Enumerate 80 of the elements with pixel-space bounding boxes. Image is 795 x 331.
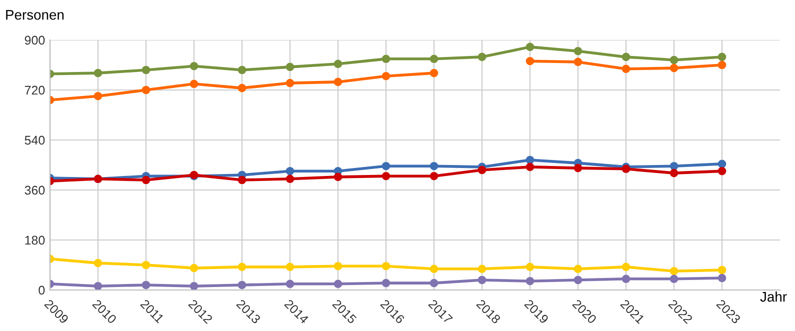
y-tick-label: 180 <box>25 236 45 245</box>
point <box>382 278 390 288</box>
point <box>286 78 294 88</box>
point <box>670 56 678 64</box>
point <box>718 160 726 168</box>
y-tick-label: 540 <box>24 136 45 145</box>
point <box>142 176 150 184</box>
point <box>142 260 150 270</box>
point <box>286 62 294 72</box>
point <box>574 46 582 56</box>
point <box>574 58 582 66</box>
point <box>382 262 390 270</box>
point <box>478 166 486 174</box>
point <box>718 60 726 70</box>
point <box>334 262 342 270</box>
point <box>430 54 438 64</box>
point <box>622 274 630 284</box>
point <box>94 282 102 290</box>
point <box>478 264 486 274</box>
point <box>382 162 390 170</box>
point <box>526 276 534 286</box>
y-axis-title: Personen <box>6 10 64 20</box>
point <box>190 62 198 70</box>
point <box>238 262 246 272</box>
point <box>430 264 438 274</box>
point <box>190 282 198 290</box>
point <box>430 278 438 288</box>
point <box>526 162 534 172</box>
point <box>718 166 726 176</box>
point <box>238 66 246 74</box>
point <box>670 162 678 170</box>
point <box>94 68 102 78</box>
point <box>334 60 342 68</box>
x-axis-title: Jahr <box>760 292 787 302</box>
point <box>430 68 438 78</box>
point <box>238 84 246 92</box>
point <box>478 52 486 62</box>
point <box>526 156 534 164</box>
point <box>622 52 630 62</box>
point <box>382 54 390 64</box>
point <box>430 162 438 170</box>
point <box>670 64 678 72</box>
point <box>526 262 534 272</box>
point <box>238 280 246 290</box>
point <box>718 274 726 282</box>
y-tick-label: 0 <box>38 286 45 295</box>
point <box>478 276 486 284</box>
point <box>190 264 198 272</box>
point <box>670 168 678 178</box>
point <box>574 264 582 274</box>
point <box>238 176 246 184</box>
point <box>286 262 294 272</box>
y-tick-label: 720 <box>24 86 45 95</box>
point <box>526 42 534 52</box>
point <box>286 174 294 184</box>
point <box>142 86 150 94</box>
point <box>334 172 342 182</box>
y-tick-label: 360 <box>24 186 45 195</box>
point <box>94 258 102 268</box>
point <box>718 52 726 62</box>
point <box>382 172 390 180</box>
point <box>622 262 630 272</box>
point <box>94 92 102 100</box>
point <box>670 274 678 284</box>
point <box>382 72 390 80</box>
point <box>142 66 150 74</box>
point <box>526 56 534 66</box>
point <box>334 78 342 86</box>
point <box>286 280 294 288</box>
point <box>574 164 582 172</box>
point <box>670 266 678 276</box>
point <box>430 172 438 180</box>
point <box>286 166 294 176</box>
point <box>622 64 630 74</box>
point <box>142 280 150 290</box>
point <box>334 280 342 288</box>
point <box>190 80 198 88</box>
point <box>574 276 582 284</box>
point <box>718 266 726 274</box>
y-tick-label: 900 <box>24 36 45 45</box>
